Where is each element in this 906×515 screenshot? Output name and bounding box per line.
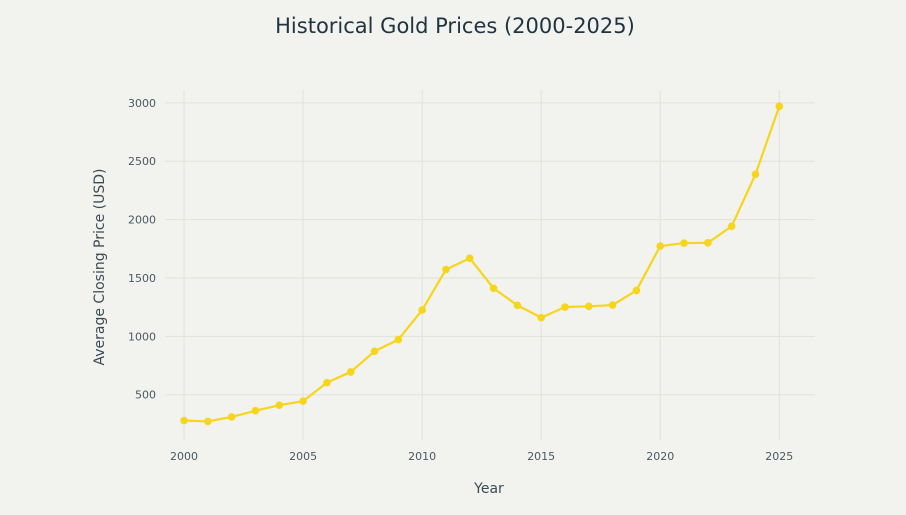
series-layer <box>182 105 781 423</box>
data-point-2002[interactable] <box>227 413 236 421</box>
data-point-2022[interactable] <box>704 239 712 247</box>
data-point-2023[interactable] <box>727 222 736 231</box>
data-point-2019[interactable] <box>632 286 641 295</box>
x-tick-label: 2025 <box>765 450 793 463</box>
x-tick-label: 2010 <box>408 450 436 463</box>
data-point-2006[interactable] <box>323 378 331 387</box>
y-tick-label: 3000 <box>128 97 156 110</box>
data-point-2005[interactable] <box>299 397 307 405</box>
x-tick-label: 2005 <box>289 450 317 463</box>
data-point-2001[interactable] <box>204 417 212 426</box>
data-point-2003[interactable] <box>251 406 260 415</box>
data-point-2007[interactable] <box>346 368 355 376</box>
y-tick-label: 1500 <box>128 272 156 285</box>
x-tick-label: 2000 <box>170 450 198 463</box>
data-point-2004[interactable] <box>275 401 284 410</box>
data-point-2012[interactable] <box>465 254 474 263</box>
y-tick-label: 500 <box>135 389 156 402</box>
data-point-2018[interactable] <box>608 301 617 309</box>
data-point-2016[interactable] <box>561 303 569 311</box>
data-points <box>180 102 784 426</box>
y-axis-label: Average Closing Price (USD) <box>92 168 108 365</box>
y-tick-label: 2500 <box>128 155 156 168</box>
data-point-2017[interactable] <box>585 302 593 311</box>
data-point-2008[interactable] <box>370 347 379 356</box>
data-point-2015[interactable] <box>537 313 545 322</box>
data-point-2011[interactable] <box>442 265 450 274</box>
data-point-2013[interactable] <box>489 284 498 293</box>
grid-lines <box>165 90 815 440</box>
chart-title: Historical Gold Prices (2000-2025) <box>275 14 635 38</box>
data-point-2014[interactable] <box>513 301 522 310</box>
x-axis-label: Year <box>473 481 504 497</box>
data-point-2020[interactable] <box>656 242 665 250</box>
x-tick-label: 2015 <box>527 450 555 463</box>
data-point-2010[interactable] <box>418 306 426 314</box>
data-point-2024[interactable] <box>751 170 760 179</box>
data-point-2009[interactable] <box>394 335 403 344</box>
y-tick-label: 1000 <box>128 330 156 343</box>
axis-tick-labels: 500 1000 1500 2000 2500 3000 2000 2005 2010 2015 2… <box>128 97 793 463</box>
x-tick-label: 2020 <box>646 450 674 463</box>
data-point-2025[interactable] <box>775 102 784 111</box>
series-line <box>182 105 781 423</box>
y-tick-label: 2000 <box>128 214 156 227</box>
data-point-2021[interactable] <box>680 239 688 247</box>
data-point-2000[interactable] <box>180 416 188 425</box>
